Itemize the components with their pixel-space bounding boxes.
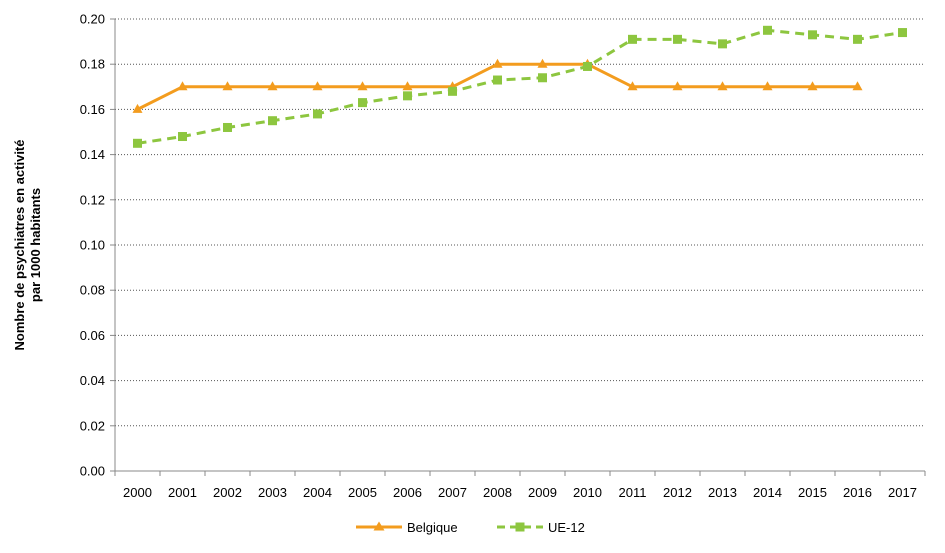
data-point-belgique: [357, 81, 368, 91]
data-point-belgique: [717, 81, 728, 91]
data-point-ue-12: [538, 73, 547, 83]
data-point-belgique: [762, 81, 773, 91]
data-point-belgique: [222, 81, 233, 91]
x-tick-label: 2001: [168, 485, 197, 500]
data-point-ue-12: [313, 109, 322, 119]
series-belgique: [132, 58, 863, 113]
y-tick-labels: 0.00 0.02 0.04 0.06 0.08 0.10 0.12 0.14 0.16 0.18…: [80, 12, 105, 479]
x-tick-label: 2005: [348, 485, 377, 500]
x-tick-label: 2012: [663, 485, 692, 500]
data-point-belgique: [492, 58, 503, 68]
data-point-belgique: [312, 81, 323, 91]
x-tick-label: 2015: [798, 485, 827, 500]
x-tick-label: 2013: [708, 485, 737, 500]
series-group: [132, 25, 907, 148]
x-tick-label: 2016: [843, 485, 872, 500]
y-tick-label: 0.16: [80, 102, 105, 117]
data-point-belgique: [177, 81, 188, 91]
y-tick-label: 0.10: [80, 238, 105, 253]
data-point-belgique: [627, 81, 638, 91]
data-point-ue-12: [583, 61, 592, 71]
y-axis-label-line-1: Nombre de psychiatres en activité: [12, 140, 27, 351]
series-line-belgique: [136, 62, 858, 111]
y-axis-label-line-2: par 1000 habitants: [28, 188, 43, 302]
y-tick-label: 0.08: [80, 283, 105, 298]
data-point-ue-12: [403, 91, 412, 101]
data-point-belgique: [537, 58, 548, 68]
data-point-ue-12: [853, 34, 862, 44]
y-tick-label: 0.20: [80, 12, 105, 27]
data-point-ue-12: [763, 25, 772, 35]
data-point-ue-12: [268, 116, 277, 126]
y-tick-label: 0.14: [80, 147, 105, 162]
data-point-ue-12: [358, 98, 367, 108]
data-point-belgique: [672, 81, 683, 91]
data-point-ue-12: [133, 138, 142, 148]
y-tick-label: 0.12: [80, 192, 105, 207]
y-tick-label: 0.02: [80, 418, 105, 433]
x-tick-label: 2007: [438, 485, 467, 500]
legend: Belgique UE-12: [356, 520, 585, 535]
data-point-ue-12: [898, 28, 907, 38]
data-point-belgique: [402, 81, 413, 91]
data-point-belgique: [807, 81, 818, 91]
data-point-ue-12: [808, 30, 817, 40]
x-tick-label: 2009: [528, 485, 557, 500]
series-ue-12: [133, 25, 907, 148]
data-point-ue-12: [223, 122, 232, 132]
y-tick-label: 0.06: [80, 328, 105, 343]
data-point-belgique: [267, 81, 278, 91]
legend-marker-belgique: [373, 521, 385, 531]
legend-label-belgique: Belgique: [407, 520, 458, 535]
x-tick-label: 2017: [888, 485, 917, 500]
data-point-ue-12: [178, 132, 187, 142]
data-point-belgique: [852, 81, 863, 91]
axes: [110, 18, 926, 476]
y-tick-label: 0.04: [80, 373, 105, 388]
data-point-ue-12: [628, 34, 637, 44]
legend-label-ue12: UE-12: [548, 520, 585, 535]
gridlines: [115, 18, 925, 427]
x-tick-label: 2014: [753, 485, 782, 500]
x-tick-label: 2006: [393, 485, 422, 500]
y-axis-label: Nombre de psychiatres en activité par 10…: [12, 140, 43, 351]
x-tick-label: 2003: [258, 485, 287, 500]
y-tick-label: 0.00: [80, 464, 105, 479]
legend-marker-ue12: [515, 522, 525, 532]
data-point-ue-12: [718, 39, 727, 49]
x-tick-label: 2002: [213, 485, 242, 500]
x-tick-labels: 2000 2001 2002 2003 2004 2005 2006 2007 2008 2009…: [123, 485, 917, 500]
y-tick-label: 0.18: [80, 57, 105, 72]
x-tick-label: 2010: [573, 485, 602, 500]
x-tick-label: 2011: [619, 485, 647, 500]
data-point-belgique: [132, 103, 143, 113]
x-tick-label: 2000: [123, 485, 152, 500]
data-point-ue-12: [493, 75, 502, 85]
x-tick-label: 2004: [303, 485, 332, 500]
data-point-ue-12: [673, 34, 682, 44]
data-point-ue-12: [448, 86, 457, 96]
x-tick-label: 2008: [483, 485, 512, 500]
